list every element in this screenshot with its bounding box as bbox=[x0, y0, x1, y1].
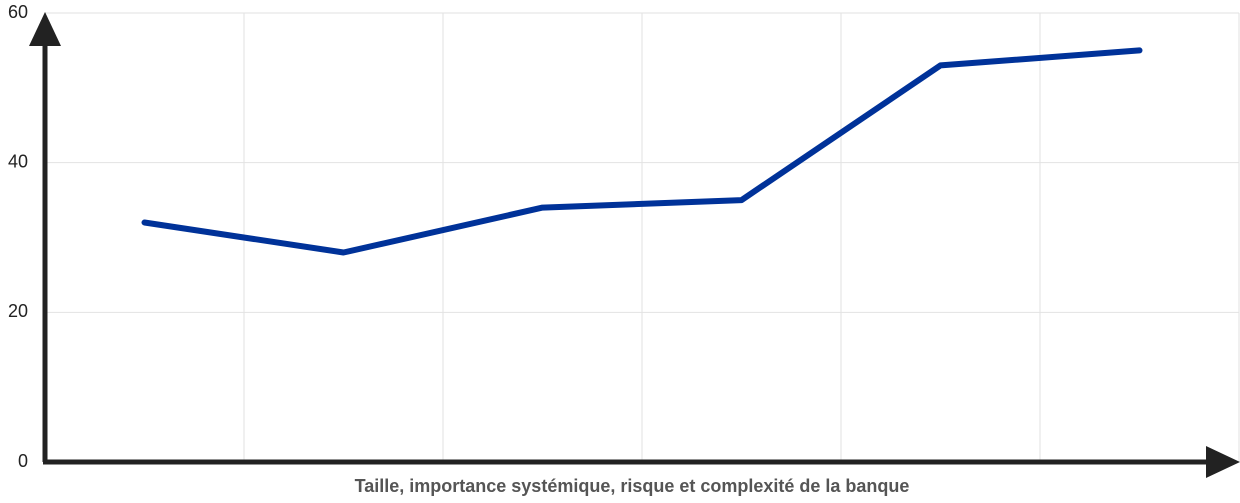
y-tick-label: 40 bbox=[8, 151, 28, 171]
axes bbox=[29, 12, 1240, 478]
x-axis-label: Taille, importance systémique, risque et… bbox=[355, 476, 910, 496]
line bbox=[141, 47, 1143, 256]
y-tick-label: 0 bbox=[18, 451, 28, 471]
y-tick-label: 60 bbox=[8, 2, 28, 22]
y-axis-arrow bbox=[29, 12, 61, 46]
plot bbox=[141, 47, 1143, 256]
y-tick-label: 20 bbox=[8, 301, 28, 321]
x-axis-arrow bbox=[1206, 446, 1240, 478]
